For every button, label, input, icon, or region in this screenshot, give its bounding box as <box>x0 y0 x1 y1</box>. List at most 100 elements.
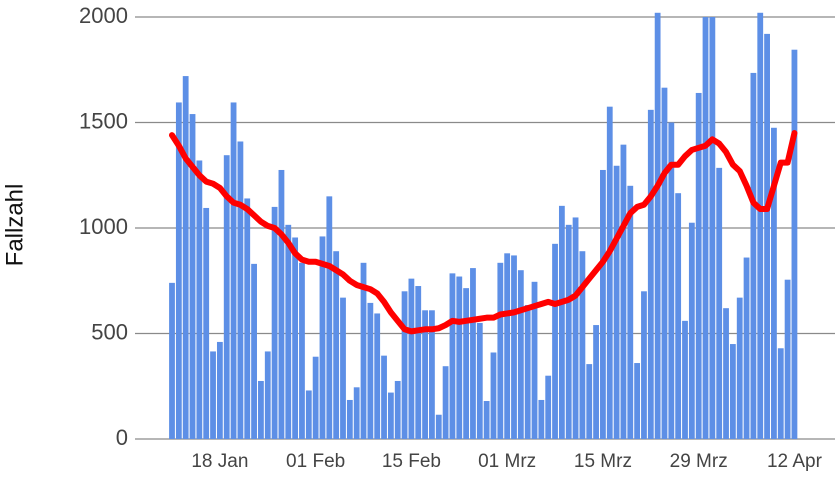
bar <box>299 262 305 439</box>
bar <box>271 206 278 439</box>
bar <box>695 92 702 440</box>
bar <box>558 205 565 439</box>
bar <box>237 141 244 440</box>
bar <box>702 17 709 439</box>
bar <box>476 322 483 439</box>
bar <box>504 253 511 439</box>
bar <box>627 185 634 439</box>
bar <box>736 297 743 439</box>
bar <box>688 222 695 439</box>
bar <box>244 198 251 439</box>
x-tick-label: 01 Feb <box>286 451 345 472</box>
bar <box>538 399 545 439</box>
bar <box>552 243 558 439</box>
bar <box>429 310 435 439</box>
bar <box>606 106 613 440</box>
bar <box>675 193 682 439</box>
bar <box>600 169 606 439</box>
bar <box>517 270 524 439</box>
bar <box>394 380 401 439</box>
bar <box>791 49 798 440</box>
bar <box>169 282 175 439</box>
bar <box>593 325 599 439</box>
bar <box>258 380 264 439</box>
y-tick-label: 1000 <box>79 214 128 239</box>
y-tick-label: 0 <box>116 425 128 450</box>
bar <box>497 262 504 439</box>
bar <box>709 17 716 439</box>
bar <box>757 12 764 440</box>
bar <box>305 390 312 439</box>
bar <box>210 351 216 439</box>
bar <box>531 281 538 439</box>
x-tick-label: 01 Mrz <box>478 451 536 472</box>
bar <box>716 167 723 440</box>
bar <box>196 160 203 440</box>
bar <box>353 387 360 439</box>
bar <box>647 109 654 439</box>
bar <box>264 351 271 439</box>
bar <box>367 302 374 439</box>
bar <box>613 165 620 439</box>
y-tick-label: 2000 <box>79 3 128 28</box>
x-tick-label: 18 Jan <box>191 451 248 472</box>
bar <box>422 310 428 439</box>
x-tick-label: 29 Mrz <box>670 451 728 472</box>
bar <box>216 341 223 439</box>
bar <box>285 224 292 439</box>
bar <box>682 320 688 439</box>
bar <box>442 366 449 439</box>
bar <box>764 33 770 439</box>
bar <box>545 375 552 439</box>
bar <box>620 144 627 439</box>
bar <box>408 278 415 439</box>
bar <box>668 122 675 439</box>
bar <box>203 207 210 439</box>
y-tick-label: 500 <box>91 319 128 344</box>
y-axis-label: Fallzahl <box>1 184 28 267</box>
bar <box>292 237 299 439</box>
bar <box>654 12 661 440</box>
bar <box>511 255 517 439</box>
bar <box>524 305 531 439</box>
bar <box>483 401 490 439</box>
bar <box>470 268 476 439</box>
x-tick-label: 15 Feb <box>382 451 441 472</box>
bar <box>572 217 579 439</box>
bar <box>230 102 237 439</box>
bar <box>456 276 463 439</box>
bar <box>401 291 408 439</box>
bar <box>326 196 333 439</box>
bar <box>360 262 367 439</box>
bar <box>251 263 257 439</box>
moving-average-line <box>169 130 798 335</box>
bar <box>777 348 784 439</box>
bar <box>490 352 497 439</box>
bar <box>449 273 456 439</box>
bar <box>435 414 442 439</box>
bar <box>381 355 387 439</box>
bar <box>278 169 285 439</box>
bar <box>415 286 422 439</box>
bar <box>771 127 777 440</box>
bar <box>743 257 750 439</box>
bar <box>579 251 586 439</box>
x-tick-label: 15 Mrz <box>574 451 632 472</box>
x-tick-label: 12 Apr <box>767 451 823 472</box>
bar <box>565 224 572 439</box>
bar <box>463 288 470 439</box>
bar <box>175 102 182 439</box>
bar <box>586 364 593 439</box>
bar <box>784 279 791 439</box>
bar <box>634 363 641 439</box>
bar <box>340 297 346 439</box>
bar <box>189 114 196 439</box>
bar <box>346 399 353 439</box>
bar <box>641 291 647 439</box>
bar <box>374 313 381 439</box>
bar <box>750 72 757 439</box>
bar <box>333 251 340 439</box>
bar <box>312 356 319 439</box>
bar <box>723 308 729 439</box>
